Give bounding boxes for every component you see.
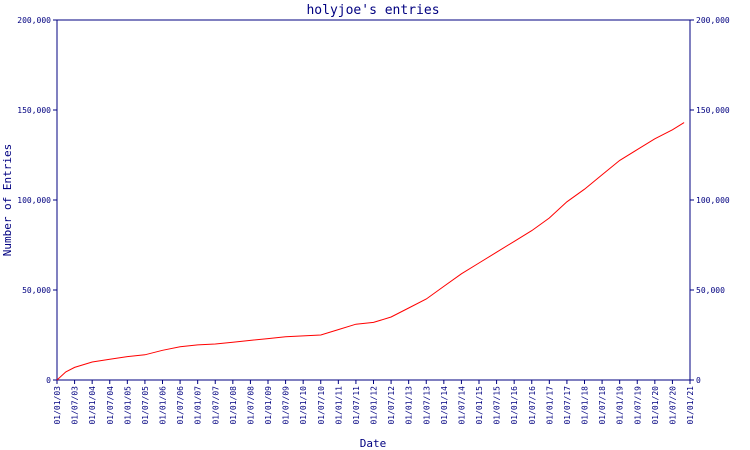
x-tick-label: 01/01/21 bbox=[686, 386, 695, 425]
y-axis-right: 0 50,000 100,000 150,000 200,000 bbox=[690, 16, 730, 385]
x-tick-label: 01/07/10 bbox=[317, 386, 326, 425]
x-tick-label: 01/01/05 bbox=[123, 386, 132, 425]
x-axis-label: Date bbox=[360, 437, 387, 450]
x-tick-label: 01/01/20 bbox=[651, 386, 660, 425]
y-tick-label-left: 0 bbox=[46, 376, 51, 385]
x-tick-label: 01/07/13 bbox=[422, 386, 431, 425]
x-tick-label: 01/07/14 bbox=[457, 386, 466, 425]
y-tick-label-left: 200,000 bbox=[17, 16, 51, 25]
y-tick-label-left: 100,000 bbox=[17, 196, 51, 205]
x-tick-label: 01/01/04 bbox=[88, 386, 97, 425]
x-tick-label: 01/01/06 bbox=[159, 386, 168, 425]
y-axis-left: 0 50,000 100,000 150,000 200,000 bbox=[17, 16, 57, 385]
y-tick-label-right: 150,000 bbox=[696, 106, 730, 115]
x-tick-label: 01/07/04 bbox=[106, 386, 115, 425]
x-tick-label: 01/01/03 bbox=[53, 386, 62, 425]
x-tick-label: 01/07/07 bbox=[211, 386, 220, 425]
y-tick-label-right: 0 bbox=[696, 376, 701, 385]
x-tick-label: 01/01/08 bbox=[229, 386, 238, 425]
x-tick-label: 01/01/09 bbox=[264, 386, 273, 425]
x-tick-label: 01/07/12 bbox=[387, 386, 396, 425]
x-tick-label: 01/07/19 bbox=[633, 386, 642, 425]
x-tick-label: 01/01/18 bbox=[581, 386, 590, 425]
y-tick-label-left: 50,000 bbox=[22, 286, 51, 295]
x-tick-label: 01/07/17 bbox=[563, 386, 572, 425]
x-tick-label: 01/07/20 bbox=[668, 386, 677, 425]
x-tick-label: 01/01/19 bbox=[616, 386, 625, 425]
x-tick-label: 01/07/11 bbox=[352, 386, 361, 425]
x-axis: 01/01/03 01/07/03 01/01/04 01/07/04 01/01/05… bbox=[53, 380, 695, 425]
x-tick-label: 01/01/11 bbox=[334, 386, 343, 425]
x-tick-label: 01/01/15 bbox=[475, 386, 484, 425]
x-tick-label: 01/01/10 bbox=[299, 386, 308, 425]
x-tick-label: 01/07/08 bbox=[246, 386, 255, 425]
x-tick-label: 01/07/06 bbox=[176, 386, 185, 425]
y-tick-label-right: 200,000 bbox=[696, 16, 730, 25]
x-tick-label: 01/01/13 bbox=[405, 386, 414, 425]
x-tick-label: 01/07/15 bbox=[493, 386, 502, 425]
series-line-entries bbox=[56, 122, 685, 381]
chart-title: holyjoe's entries bbox=[306, 3, 439, 18]
x-tick-label: 01/01/07 bbox=[194, 386, 203, 425]
x-tick-label: 01/07/18 bbox=[598, 386, 607, 425]
x-tick-label: 01/01/17 bbox=[545, 386, 554, 425]
x-tick-label: 01/07/03 bbox=[71, 386, 80, 425]
y-tick-label-right: 100,000 bbox=[696, 196, 730, 205]
x-tick-label: 01/01/12 bbox=[370, 386, 379, 425]
x-tick-label: 01/01/14 bbox=[440, 386, 449, 425]
y-axis-label: Number of Entries bbox=[1, 144, 14, 257]
x-tick-label: 01/07/05 bbox=[141, 386, 150, 425]
y-tick-label-left: 150,000 bbox=[17, 106, 51, 115]
x-tick-label: 01/01/16 bbox=[510, 386, 519, 425]
y-tick-label-right: 50,000 bbox=[696, 286, 725, 295]
x-tick-label: 01/07/09 bbox=[282, 386, 291, 425]
x-tick-label: 01/07/16 bbox=[528, 386, 537, 425]
series-layer bbox=[56, 122, 685, 381]
